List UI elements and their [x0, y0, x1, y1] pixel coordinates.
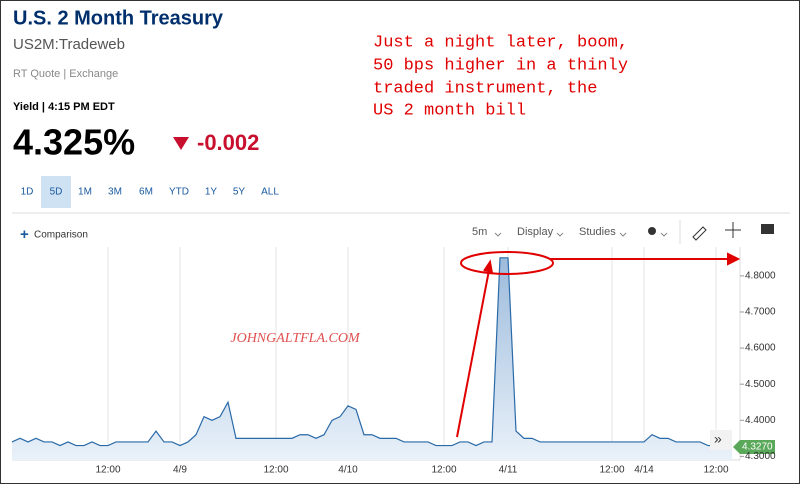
symbol: US2M:Tradeweb	[13, 36, 125, 53]
title: U.S. 2 Month Treasury	[13, 7, 224, 29]
annotation-line: Just a night later, boom,	[373, 33, 628, 52]
range-active	[41, 176, 71, 208]
annotation-marks	[456, 251, 741, 438]
line	[11, 257, 732, 447]
plus-icon[interactable]: +	[20, 226, 29, 243]
range-button[interactable]: 5D	[50, 187, 63, 198]
y-tick-label: 4.5000	[745, 379, 776, 390]
y-tick-label: 4.3000	[745, 451, 776, 462]
price: 4.325%	[13, 122, 135, 163]
annotation-line: US 2 month bill	[373, 101, 526, 120]
range-button[interactable]: 5Y	[233, 187, 246, 198]
price-tag-bg	[733, 440, 775, 454]
annotation-line: traded instrument, the	[373, 79, 597, 98]
range-button[interactable]: YTD	[169, 187, 189, 198]
range-button[interactable]: ALL	[261, 187, 279, 198]
range-button[interactable]: 1Y	[205, 187, 218, 198]
display[interactable]: Display	[517, 226, 554, 238]
x-tick-label: 12:00	[431, 465, 456, 476]
x-tick-label: 4/11	[499, 465, 518, 476]
scroll-button[interactable]	[710, 430, 732, 450]
crosshair-icon[interactable]	[725, 222, 741, 238]
range-button[interactable]: 1D	[21, 187, 34, 198]
settings-icon[interactable]	[648, 227, 656, 235]
area-fill	[12, 257, 732, 460]
x-tick-label: 12:00	[95, 465, 120, 476]
x-tick-label: 12:00	[599, 465, 624, 476]
watermark: JOHNGALTFLA.COM	[230, 331, 361, 346]
x-tick-label: 12:00	[703, 465, 728, 476]
comment-icon[interactable]	[761, 224, 774, 234]
x-tick-label: 12:00	[263, 465, 288, 476]
x-tick-label: 4/10	[338, 465, 358, 476]
studies[interactable]: Studies	[579, 226, 616, 238]
range-button[interactable]: 1M	[78, 187, 92, 198]
y-tick-label: 4.8000	[745, 271, 776, 282]
dropdown-carets	[494, 232, 668, 237]
draw-icon[interactable]	[692, 226, 707, 241]
comparison[interactable]: Comparison	[34, 230, 88, 241]
price-tag: 4.3270	[742, 442, 773, 453]
scroll-icon[interactable]: »	[714, 431, 722, 447]
y-tick-label: 4.6000	[745, 343, 776, 354]
y-tick-label: 4.4000	[745, 415, 776, 426]
plot	[11, 247, 732, 460]
quote-type: RT Quote | Exchange	[13, 68, 118, 80]
x-tick-label: 4/9	[173, 465, 187, 476]
y-tick-label: 4.7000	[745, 307, 776, 318]
range-button[interactable]: 3M	[108, 187, 122, 198]
change: -0.002	[197, 130, 259, 155]
x-tick-label: 4/14	[634, 465, 654, 476]
annotation-line: 50 bps higher in a thinly	[373, 56, 628, 75]
down-arrow	[173, 137, 189, 150]
range-button[interactable]: 6M	[139, 187, 153, 198]
interval[interactable]: 5m	[472, 226, 487, 238]
yield-time: Yield | 4:15 PM EDT	[13, 101, 115, 113]
